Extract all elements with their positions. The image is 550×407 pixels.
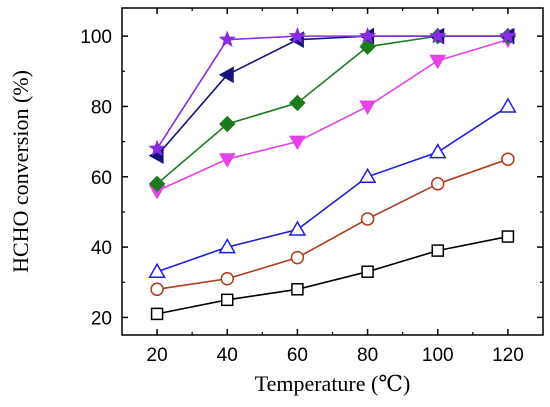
- y-tick-label: 100: [80, 27, 112, 48]
- plot-frame: [121, 7, 544, 336]
- data-point: [428, 143, 447, 159]
- series-5: [148, 27, 517, 193]
- data-point: [361, 265, 374, 278]
- data-point: [218, 66, 234, 84]
- data-point: [431, 177, 445, 191]
- series-line: [156, 35, 508, 157]
- data-point: [429, 54, 447, 70]
- data-point: [499, 27, 517, 44]
- data-point: [221, 293, 234, 307]
- series-2: [150, 152, 515, 297]
- data-point: [219, 115, 236, 133]
- y-tick-label: 60: [91, 168, 112, 189]
- data-point: [358, 167, 377, 184]
- x-tick-label: 20: [147, 345, 168, 366]
- data-point: [499, 97, 517, 113]
- series-7: [148, 27, 517, 157]
- axes: 20 40 60 80 100 120 20 40 60 80 100: [80, 8, 543, 366]
- series-4: [148, 33, 517, 200]
- data-point: [291, 283, 304, 296]
- y-tick-label: 20: [91, 308, 112, 329]
- data-point: [220, 271, 234, 286]
- series-line: [156, 35, 508, 185]
- data-point: [358, 27, 377, 44]
- series-line: [156, 105, 509, 273]
- data-point: [360, 212, 375, 226]
- data-point: [431, 244, 444, 257]
- data-point: [290, 250, 305, 265]
- data-point: [218, 30, 236, 48]
- data-point: [359, 100, 376, 115]
- data-point: [218, 153, 236, 168]
- x-tick-label: 120: [492, 345, 524, 366]
- y-tick-label: 80: [91, 97, 112, 118]
- x-tick-label: 60: [287, 345, 308, 366]
- data-point: [501, 230, 515, 243]
- x-tick-label: 40: [217, 345, 238, 366]
- plot-area: [121, 7, 544, 336]
- data-point: [501, 152, 515, 166]
- y-axis-label: HCHO conversion (%): [8, 70, 33, 273]
- x-axis-label: Temperature (℃): [255, 371, 411, 396]
- data-point: [288, 27, 307, 44]
- data-point: [150, 307, 164, 321]
- data-point: [288, 220, 307, 236]
- data-point: [148, 139, 166, 157]
- data-point: [289, 94, 306, 112]
- series-line: [156, 35, 508, 150]
- series-1: [150, 230, 515, 321]
- data-point: [218, 238, 237, 254]
- data-point: [429, 27, 447, 44]
- series-line: [156, 158, 509, 291]
- series-group: [148, 27, 517, 321]
- series-line: [156, 38, 509, 192]
- series-line: [156, 235, 509, 315]
- series-3: [148, 97, 517, 278]
- data-point: [289, 135, 306, 151]
- x-tick-label: 100: [422, 345, 454, 366]
- data-point: [148, 262, 166, 278]
- data-point: [148, 175, 166, 193]
- data-point: [150, 282, 164, 297]
- x-tick-label: 80: [357, 345, 378, 366]
- y-tick-label: 40: [91, 238, 112, 259]
